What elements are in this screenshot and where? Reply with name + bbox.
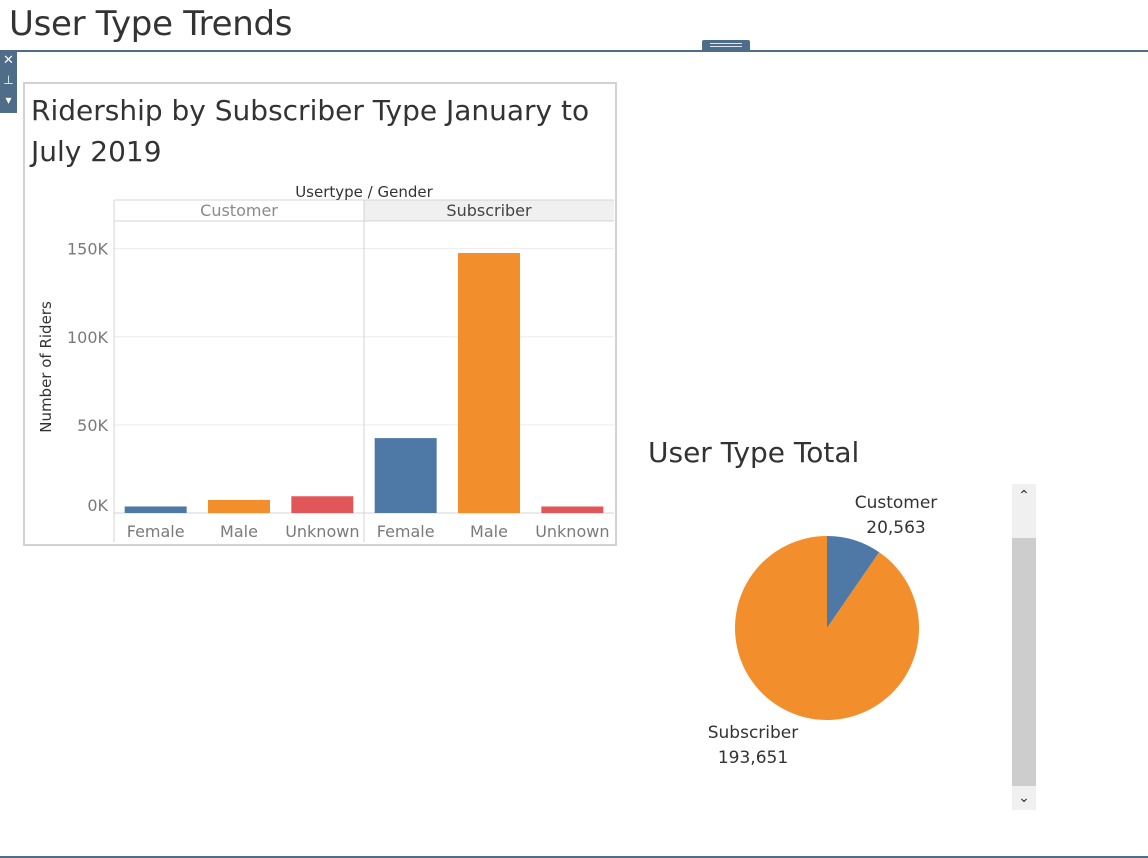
bar-chart-panel[interactable]: Ridership by Subscriber Type January to … (23, 82, 617, 546)
bar-customer-male (208, 499, 270, 513)
pie-label-customer: Customer (855, 493, 938, 513)
bar-chart: Usertype / Gender Number of Riders 0K 50K 10… (37, 183, 614, 542)
bar-customer-female (124, 506, 187, 513)
pie-slice-subscriber (735, 536, 919, 720)
pin-icon[interactable]: ⊥ (3, 73, 14, 87)
y-tick-label: 150K (67, 240, 109, 259)
x-tick-label: Unknown (535, 522, 609, 541)
pie-value-subscriber: 193,651 (718, 748, 788, 768)
pie-slice-customer (827, 536, 880, 628)
bar-subscriber-female (374, 438, 437, 513)
pie-label-subscriber: Subscriber (708, 723, 799, 743)
scrollbar[interactable]: ⌃ ⌄ (1012, 484, 1036, 810)
y-tick-label: 50K (77, 416, 108, 435)
floating-toolbar: ✕ ⊥ ▾ (0, 52, 17, 113)
x-tick-label: Female (377, 522, 435, 541)
bottom-divider (0, 856, 1148, 858)
scroll-thumb[interactable] (1012, 538, 1036, 786)
pie-chart-title: User Type Total (648, 436, 860, 469)
layout-drag-handle[interactable] (702, 40, 750, 50)
x-tick-label: Male (220, 522, 258, 541)
bar-chart-title: Ridership by Subscriber Type January to … (31, 94, 590, 168)
group-header-background (364, 200, 614, 221)
bar-subscriber-male (458, 253, 520, 513)
pie-value-customer: 20,563 (866, 518, 925, 538)
more-options-icon[interactable]: ▾ (5, 93, 12, 107)
group-header-label: Subscriber (446, 201, 532, 220)
group-header-label: Customer (200, 201, 278, 220)
scroll-up-icon[interactable]: ⌃ (1018, 488, 1030, 504)
title-divider (0, 50, 1148, 52)
x-tick-label: Unknown (285, 522, 359, 541)
dashboard-title: User Type Trends (9, 4, 293, 44)
x-tick-label: Male (470, 522, 508, 541)
close-icon[interactable]: ✕ (3, 53, 14, 68)
scroll-down-icon[interactable]: ⌄ (1018, 790, 1030, 806)
pie-chart: Customer 20,563 Subscriber 193,651 (708, 493, 938, 768)
y-tick-label: 100K (67, 328, 109, 347)
bar-subscriber-unknown (541, 506, 604, 513)
bar-customer-unknown (291, 496, 354, 513)
y-axis-title: Number of Riders (37, 301, 55, 433)
x-tick-label: Female (127, 522, 185, 541)
y-tick-label: 0K (87, 496, 108, 515)
column-header-title: Usertype / Gender (295, 183, 433, 201)
